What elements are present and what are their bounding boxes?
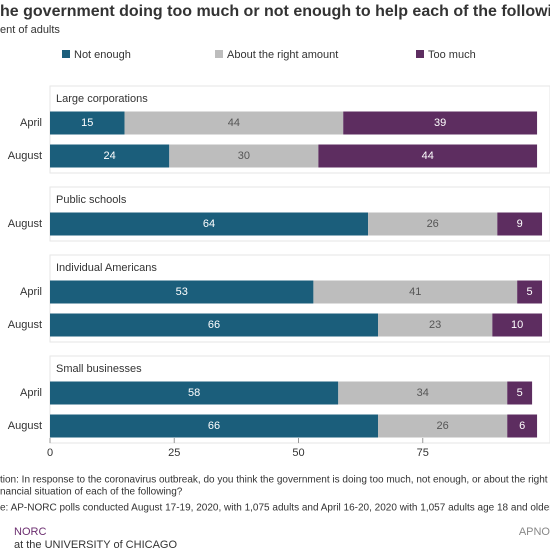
value-label: 58 <box>188 387 200 399</box>
bar-segment <box>497 212 543 236</box>
value-label: 41 <box>409 286 421 298</box>
bar-segment <box>492 313 543 337</box>
chart-title: he government doing too much or not enou… <box>0 3 550 20</box>
bar-segment <box>368 212 498 236</box>
legend-swatch <box>416 50 424 58</box>
x-tick-label: 25 <box>168 447 180 459</box>
logo: NORC <box>14 526 46 538</box>
value-label: 66 <box>208 319 220 331</box>
note: tion: In response to the coronavirus out… <box>0 475 550 486</box>
row-label: August <box>8 319 42 331</box>
legend-swatch <box>62 50 70 58</box>
legend-swatch <box>215 50 223 58</box>
value-label: 6 <box>519 420 525 432</box>
row-label: April <box>20 117 42 129</box>
value-label: 5 <box>517 387 523 399</box>
value-label: 23 <box>429 319 441 331</box>
value-label: 39 <box>434 117 446 129</box>
bar-segment <box>517 280 543 304</box>
group-label: Large corporations <box>56 93 148 105</box>
group-label: Individual Americans <box>56 262 157 274</box>
bar-segment <box>50 280 314 304</box>
bar-segment <box>50 212 369 236</box>
bar-segment <box>507 414 538 438</box>
row-label: April <box>20 286 42 298</box>
bar-segment <box>378 414 508 438</box>
bar-segment <box>313 280 518 304</box>
bar-segment <box>338 381 508 405</box>
bar-segment <box>169 144 319 168</box>
note: nancial situation of each of the followi… <box>0 487 183 498</box>
bar-segment <box>507 381 533 405</box>
value-label: 5 <box>527 286 533 298</box>
bar-segment <box>343 111 538 135</box>
value-label: 34 <box>417 387 429 399</box>
value-label: 53 <box>176 286 188 298</box>
value-label: 44 <box>422 150 434 162</box>
value-label: 15 <box>81 117 93 129</box>
logo-sub: at the UNIVERSITY of CHICAGO <box>14 539 177 550</box>
bar-segment <box>50 313 379 337</box>
row-label: April <box>20 387 42 399</box>
bar-segment <box>378 313 493 337</box>
value-label: 44 <box>228 117 240 129</box>
value-label: 26 <box>437 420 449 432</box>
bar-segment <box>50 111 125 135</box>
legend-label: About the right amount <box>227 49 338 61</box>
x-tick-label: 0 <box>47 447 53 459</box>
note: e: AP-NORC polls conducted August 17-19,… <box>0 503 550 514</box>
value-label: 26 <box>427 218 439 230</box>
legend-label: Too much <box>428 49 476 61</box>
bar-segment <box>318 144 538 168</box>
chart-subtitle: ent of adults <box>0 24 60 36</box>
bar-segment <box>50 381 339 405</box>
value-label: 9 <box>517 218 523 230</box>
row-label: August <box>8 218 42 230</box>
row-label: August <box>8 150 42 162</box>
x-tick-label: 75 <box>417 447 429 459</box>
row-label: August <box>8 420 42 432</box>
x-tick-label: 50 <box>292 447 304 459</box>
value-label: 10 <box>511 319 523 331</box>
value-label: 30 <box>238 150 250 162</box>
value-label: 24 <box>104 150 116 162</box>
value-label: 66 <box>208 420 220 432</box>
group-label: Small businesses <box>56 363 142 375</box>
logo-right: APNO <box>519 526 550 538</box>
legend-label: Not enough <box>74 49 131 61</box>
bar-segment <box>50 144 170 168</box>
bar-segment <box>50 414 379 438</box>
group-label: Public schools <box>56 194 127 206</box>
value-label: 64 <box>203 218 215 230</box>
bar-segment <box>124 111 344 135</box>
